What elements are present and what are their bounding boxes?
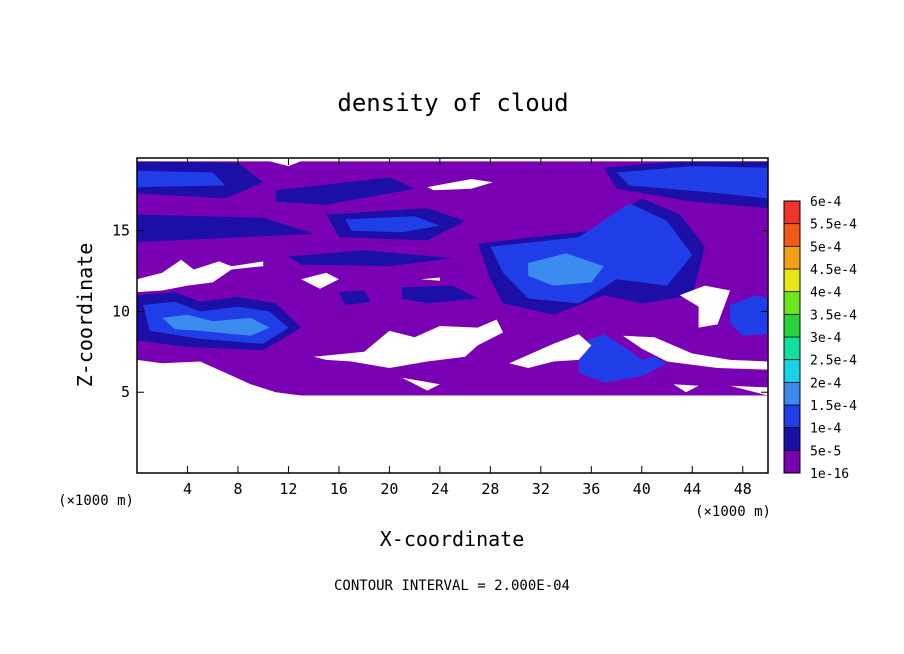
density-region bbox=[616, 166, 768, 199]
colorbar-label: 5e-5 bbox=[810, 444, 841, 459]
clear-air-area bbox=[420, 277, 440, 281]
density-region bbox=[338, 290, 371, 305]
colorbar-label: 5e-4 bbox=[810, 240, 841, 255]
x-tick-label: 44 bbox=[683, 480, 701, 498]
clear-air-area bbox=[137, 395, 768, 473]
x-axis-label: X-coordinate bbox=[380, 527, 525, 551]
colorbar-swatch bbox=[784, 291, 800, 315]
density-region bbox=[528, 253, 604, 286]
colorbar-label: 6e-4 bbox=[810, 195, 841, 210]
colorbar-swatch bbox=[784, 269, 800, 292]
colorbar-swatch bbox=[784, 201, 800, 224]
clear-air-area bbox=[137, 259, 264, 293]
colorbar-label: 3e-4 bbox=[810, 331, 841, 346]
x-tick-label: 20 bbox=[380, 480, 398, 498]
colorbar-swatch bbox=[784, 427, 800, 451]
clear-air-area bbox=[313, 319, 503, 368]
colorbar-swatch bbox=[784, 382, 800, 405]
x-tick-label: 12 bbox=[279, 480, 297, 498]
colorbar-label: 2.5e-4 bbox=[810, 354, 857, 369]
x-tick-label: 24 bbox=[431, 480, 449, 498]
x-tick-label: 32 bbox=[532, 480, 550, 498]
density-region bbox=[137, 170, 226, 188]
y-axis-label: Z-coordinate bbox=[73, 243, 97, 388]
clear-air-area bbox=[402, 377, 440, 391]
colorbar-label: 2e-4 bbox=[810, 376, 841, 391]
colorbar: 1e-16 5e-5 1e-4 1.5e-4 2e-4 2.5e-4 3e-4 3.5e-4 4… bbox=[783, 195, 857, 482]
x-tick-label: 36 bbox=[582, 480, 600, 498]
density-region bbox=[345, 216, 440, 233]
plot-frame bbox=[136, 157, 769, 474]
density-region bbox=[578, 334, 667, 383]
density-region bbox=[730, 295, 768, 336]
colorbar-swatch bbox=[784, 450, 800, 473]
y-tick-label: 5 bbox=[121, 383, 130, 401]
clear-air-area bbox=[301, 272, 339, 289]
colorbar-label: 5.5e-4 bbox=[810, 218, 857, 233]
clear-air-area bbox=[673, 384, 699, 393]
clear-air-area bbox=[679, 285, 731, 328]
density-region bbox=[137, 214, 314, 242]
x-tick-label: 40 bbox=[633, 480, 651, 498]
clear-air-area bbox=[730, 385, 768, 396]
x-axis-ticks: 4 8 12 16 20 24 28 32 36 40 44 48 bbox=[183, 158, 752, 498]
contour-interval-note: CONTOUR INTERVAL = 2.000E-04 bbox=[334, 578, 570, 594]
colorbar-swatch bbox=[784, 337, 800, 360]
x-axis-multiplier: (×1000 m) bbox=[695, 504, 771, 520]
y-tick-label: 10 bbox=[112, 302, 130, 320]
clear-air-area bbox=[137, 158, 768, 162]
density-region bbox=[402, 285, 478, 304]
clear-air-area bbox=[137, 359, 302, 396]
colorbar-swatch bbox=[784, 405, 800, 428]
y-axis-multiplier: (×1000 m) bbox=[58, 493, 134, 509]
colorbar-label: 1e-16 bbox=[810, 467, 849, 482]
colorbar-swatch bbox=[784, 223, 800, 247]
colorbar-label: 1.5e-4 bbox=[810, 399, 857, 414]
chart-title: density of cloud bbox=[337, 89, 568, 117]
clear-air-area bbox=[427, 179, 493, 191]
plot-area bbox=[137, 158, 768, 473]
x-tick-label: 28 bbox=[481, 480, 499, 498]
clear-air-area bbox=[622, 335, 768, 370]
x-tick-label: 4 bbox=[183, 480, 192, 498]
colorbar-label: 4.5e-4 bbox=[810, 263, 857, 278]
colorbar-swatch bbox=[784, 314, 800, 337]
density-region bbox=[288, 250, 453, 267]
colorbar-label: 4e-4 bbox=[810, 286, 841, 301]
colorbar-label: 3.5e-4 bbox=[810, 308, 857, 323]
y-tick-label: 15 bbox=[112, 222, 130, 240]
clear-air-areas bbox=[137, 158, 768, 473]
clear-air-area bbox=[269, 161, 302, 167]
x-tick-label: 8 bbox=[233, 480, 242, 498]
colorbar-swatch bbox=[784, 359, 800, 383]
clear-air-area bbox=[509, 334, 592, 368]
density-region bbox=[275, 177, 415, 205]
x-tick-label: 16 bbox=[330, 480, 348, 498]
colorbar-label: 1e-4 bbox=[810, 422, 841, 437]
density-region bbox=[162, 314, 270, 336]
x-tick-label: 48 bbox=[734, 480, 752, 498]
colorbar-swatch bbox=[784, 246, 800, 269]
density-contour-regions bbox=[137, 161, 768, 383]
y-axis-ticks: 5 10 15 bbox=[112, 222, 768, 401]
